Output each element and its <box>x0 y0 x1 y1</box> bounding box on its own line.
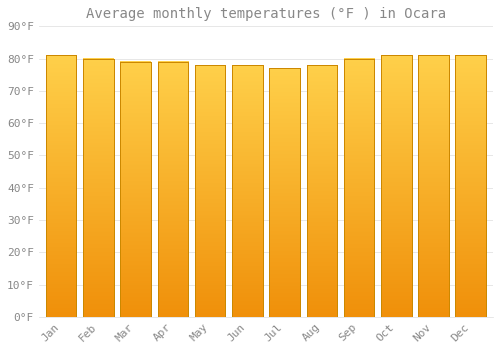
Bar <box>381 55 412 317</box>
Bar <box>46 55 76 317</box>
Bar <box>418 55 448 317</box>
Title: Average monthly temperatures (°F ) in Ocara: Average monthly temperatures (°F ) in Oc… <box>86 7 446 21</box>
Bar <box>344 58 374 317</box>
Bar <box>344 58 374 317</box>
Bar <box>381 55 412 317</box>
Bar <box>456 55 486 317</box>
Bar <box>83 58 114 317</box>
Bar <box>158 62 188 317</box>
Bar <box>158 62 188 317</box>
Bar <box>270 68 300 317</box>
Bar <box>46 55 76 317</box>
Bar <box>120 62 151 317</box>
Bar <box>418 55 448 317</box>
Bar <box>232 65 262 317</box>
Bar <box>83 58 114 317</box>
Bar <box>270 68 300 317</box>
Bar <box>456 55 486 317</box>
Bar <box>120 62 151 317</box>
Bar <box>306 65 337 317</box>
Bar <box>195 65 226 317</box>
Bar <box>306 65 337 317</box>
Bar <box>195 65 226 317</box>
Bar <box>232 65 262 317</box>
